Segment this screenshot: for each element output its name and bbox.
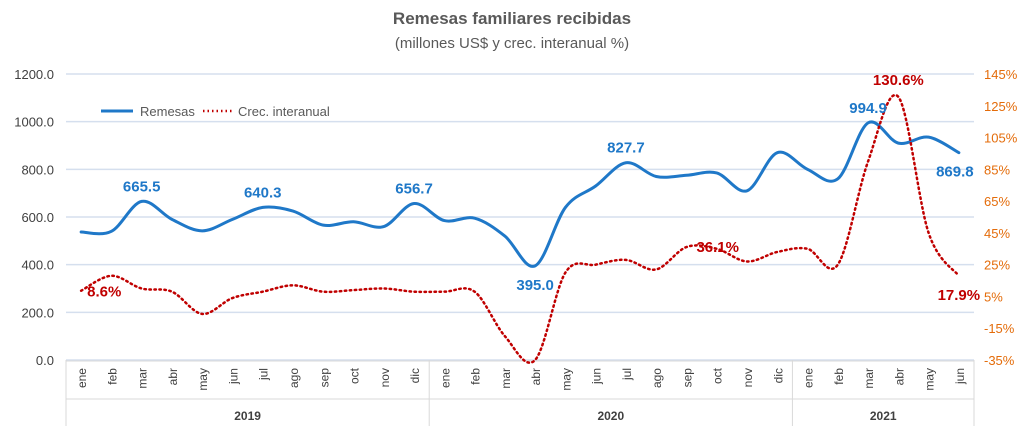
right-tick-label: 85% [984,162,1010,177]
year-label: 2019 [234,409,261,423]
remesas-data-label: 665.5 [123,178,161,195]
crec-data-label: 130.6% [873,72,924,89]
month-label: jun [226,368,240,385]
left-tick-label: 1000.0 [14,115,54,130]
month-label: mar [136,368,150,389]
month-label: ene [75,368,89,388]
crec-data-label: 8.6% [87,284,121,301]
crec-data-label: 36.1% [696,239,739,256]
right-tick-label: 145% [984,67,1018,82]
right-tick-label: -35% [984,353,1015,368]
right-tick-label: 25% [984,258,1010,273]
month-label: sep [317,368,331,388]
remesas-data-label: 640.3 [244,184,282,201]
month-label: abr [892,368,906,385]
month-label: jun [590,368,604,385]
month-label: jul [620,368,634,381]
remesas-data-label: 869.8 [936,164,974,181]
right-tick-label: 105% [984,131,1018,146]
month-label: may [559,368,573,391]
right-tick-label: -15% [984,321,1015,336]
month-label: oct [348,367,362,384]
left-tick-label: 400.0 [21,258,54,273]
remesas-data-label: 656.7 [395,180,433,197]
month-label: may [196,368,210,391]
year-label: 2020 [597,409,624,423]
left-tick-label: 800.0 [21,162,54,177]
year-label: 2021 [870,409,897,423]
month-label: jun [953,368,967,385]
left-tick-label: 0.0 [36,353,54,368]
month-label: feb [105,368,119,385]
right-tick-label: 5% [984,289,1003,304]
crec-interanual-line [79,93,961,364]
month-label: ene [438,368,452,388]
crec-data-label: 17.9% [938,287,981,304]
remesas-data-label: 395.0 [516,277,554,294]
month-label: ene [802,368,816,388]
month-label: ago [287,368,301,388]
month-label: abr [529,368,543,385]
legend: Remesas Crec. interanual [101,104,330,119]
legend-remesas-label: Remesas [140,104,195,119]
month-label: mar [862,368,876,389]
month-label: abr [166,368,180,385]
remesas-data-label: 994.9 [849,100,887,117]
legend-crec-label: Crec. interanual [238,104,330,119]
remesas-data-label: 827.7 [607,140,645,157]
chart-title: Remesas familiares recibidas [393,9,631,28]
chart-subtitle: (millones US$ y crec. interanual %) [395,35,629,52]
right-tick-label: 125% [984,99,1018,114]
right-tick-label: 65% [984,194,1010,209]
right-tick-label: 45% [984,226,1010,241]
month-label: oct [711,367,725,384]
month-label: may [923,368,937,391]
left-tick-label: 200.0 [21,305,54,320]
remesas-line [79,120,961,268]
left-tick-label: 600.0 [21,210,54,225]
month-label: dic [771,368,785,383]
month-label: feb [469,368,483,385]
month-label: ago [650,368,664,388]
month-label: nov [378,368,392,387]
month-label: sep [680,368,694,388]
month-label: nov [741,368,755,387]
month-label: dic [408,368,422,383]
month-label: mar [499,368,513,389]
month-label: feb [832,368,846,385]
left-tick-label: 1200.0 [14,67,54,82]
month-label: jul [257,368,271,381]
